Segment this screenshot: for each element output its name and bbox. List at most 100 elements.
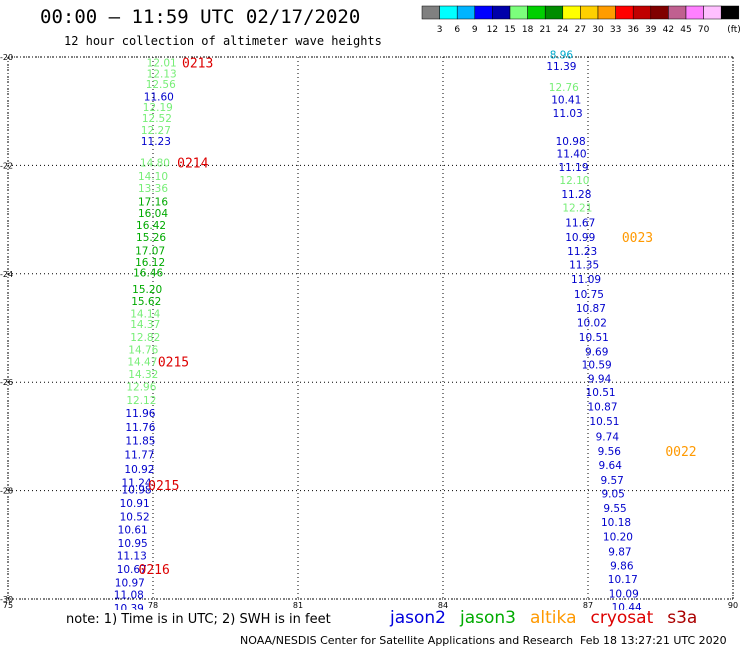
swh-value-east: 11.67 — [565, 217, 595, 229]
x-tick-label: 90 — [728, 601, 738, 610]
swh-value-east: 11.23 — [567, 246, 597, 258]
colorbar-tick-label: 30 — [592, 25, 604, 35]
swh-value-west: 12.52 — [142, 113, 172, 125]
x-tick-label: 78 — [148, 601, 158, 610]
swh-value-east: 11.28 — [561, 189, 591, 201]
x-tick-label: 75 — [3, 601, 13, 610]
credit-line: NOAA/NESDIS Center for Satellite Applica… — [240, 634, 574, 647]
legend-entry-s3a: s3a — [667, 608, 698, 628]
swh-value-west: 14.76 — [128, 345, 158, 357]
swh-value-west: 12.13 — [147, 68, 177, 80]
colorbar-tick-label: 33 — [610, 25, 621, 35]
swh-value-west: 10.67 — [117, 564, 147, 576]
satellite-legend: jason2 jason3 altika cryosat s3a — [390, 608, 711, 628]
swh-value-east: 9.87 — [608, 546, 631, 558]
colorbar-tick-label: 21 — [539, 25, 550, 35]
swh-value-west: 14.80 — [140, 158, 170, 170]
swh-value-east: 10.98 — [556, 136, 586, 148]
swh-value-west: 15.20 — [132, 284, 162, 296]
swh-value-east: 9.69 — [585, 346, 608, 358]
swh-value-east: 9.56 — [598, 446, 622, 458]
colorbar-tick-label: 3 — [437, 25, 443, 35]
swh-value-east: 9.57 — [600, 475, 623, 487]
y-tick-label: -20 — [0, 53, 13, 62]
swh-value-west: 14.47 — [127, 357, 157, 369]
colorbar-tick-label: 18 — [522, 25, 534, 35]
pass-time-label: 0023 — [622, 231, 653, 246]
swh-value-east: 10.75 — [574, 289, 604, 301]
swh-value-east: 10.17 — [608, 574, 638, 586]
swh-value-east: 11.03 — [553, 108, 583, 120]
generation-timestamp: Feb 18 13:27:21 UTC 2020 — [580, 634, 727, 647]
swh-value-west: 16.04 — [138, 208, 168, 220]
swh-value-east: 9.05 — [601, 488, 624, 500]
swh-value-east: 10.51 — [589, 416, 619, 428]
swh-value-west: 12.96 — [126, 382, 156, 394]
legend-entry-jason2: jason2 — [390, 608, 446, 628]
swh-value-west: 11.76 — [125, 422, 155, 434]
colorbar-unit: (ft) — [727, 25, 740, 35]
swh-value-west: 11.77 — [124, 449, 154, 461]
swh-value-east: 10.51 — [579, 332, 609, 344]
swh-value-west: 12.19 — [143, 102, 173, 114]
plot-frame — [7, 56, 734, 600]
swh-value-west: 10.61 — [118, 525, 148, 537]
swh-value-west: 10.91 — [120, 498, 150, 510]
swh-value-east: 9.94 — [588, 373, 612, 385]
colorbar-tick-label: 9 — [472, 25, 478, 35]
y-tick-label: -30 — [0, 595, 13, 604]
swh-value-west: 17.07 — [135, 245, 165, 257]
swh-value-east: 10.87 — [587, 402, 617, 414]
colorbar-tick-label: 45 — [680, 25, 691, 35]
swh-value-west: 11.13 — [117, 551, 147, 563]
swh-value-west: 12.12 — [126, 395, 156, 407]
y-tick-label: -22 — [0, 161, 13, 170]
swh-value-west: 10.92 — [124, 464, 154, 476]
swh-value-east: 10.44 — [612, 602, 642, 610]
swh-value-west: 10.98 — [122, 485, 152, 497]
swh-value-west: 11.85 — [125, 436, 155, 448]
swh-value-west: 11.96 — [125, 408, 155, 420]
swh-value-east: 11.35 — [569, 260, 599, 272]
swh-value-west: 12.01 — [147, 57, 177, 69]
swh-value-west: 13.36 — [138, 183, 168, 195]
swh-value-west: 15.26 — [136, 232, 166, 244]
swh-value-west: 11.23 — [141, 136, 171, 148]
pass-time-label: 0214 — [177, 157, 208, 172]
swh-value-west: 14.32 — [128, 369, 158, 381]
swh-value-west: 11.60 — [144, 92, 174, 104]
swh-value-east: 12.76 — [549, 82, 579, 94]
colorbar-tick-label: 6 — [454, 25, 460, 35]
swh-value-east: 10.09 — [609, 589, 639, 601]
swh-value-east: 10.51 — [586, 387, 616, 399]
swh-value-east: 12.10 — [559, 175, 589, 187]
swh-value-east: 9.64 — [599, 460, 623, 472]
swh-value-east: 9.86 — [610, 560, 634, 572]
colorbar-tick-label: 27 — [575, 25, 586, 35]
chart-title: 00:00 – 11:59 UTC 02/17/2020 — [40, 6, 361, 28]
color-scale-bar: 3 6 9 12 15 18 21 24 27 30 33 36 39 42 45 70 (ft) — [421, 5, 740, 35]
y-tick-label: -26 — [0, 378, 13, 387]
colorbar-tick-label: 15 — [504, 25, 515, 35]
swh-value-west: 12.56 — [146, 79, 176, 91]
colorbar-tick-label: 36 — [627, 25, 639, 35]
pass-time-label: 0022 — [665, 445, 696, 460]
pass-time-label: 0213 — [182, 56, 213, 71]
swh-value-east: 8.96 — [550, 49, 574, 61]
swh-value-west: 14.37 — [130, 319, 160, 331]
x-tick-label: 84 — [438, 601, 448, 610]
swh-value-west: 16.46 — [133, 268, 163, 280]
colorbar-tick-label: 12 — [487, 25, 498, 35]
legend-entry-jason3: jason3 — [460, 608, 516, 628]
swh-value-east: 11.09 — [571, 274, 601, 286]
swh-value-east: 11.40 — [557, 148, 587, 160]
swh-value-east: 10.87 — [576, 303, 606, 315]
colorbar-tick-label: 24 — [557, 25, 569, 35]
swh-value-east: 10.18 — [601, 517, 631, 529]
colorbar-swatch — [720, 5, 740, 20]
swh-value-east: 11.39 — [546, 61, 576, 73]
chart-subtitle: 12 hour collection of altimeter wave hei… — [64, 34, 382, 48]
swh-value-east: 10.99 — [565, 232, 595, 244]
footnote: note: 1) Time is in UTC; 2) SWH is in fe… — [66, 612, 331, 627]
swh-value-east: 9.55 — [603, 503, 626, 515]
